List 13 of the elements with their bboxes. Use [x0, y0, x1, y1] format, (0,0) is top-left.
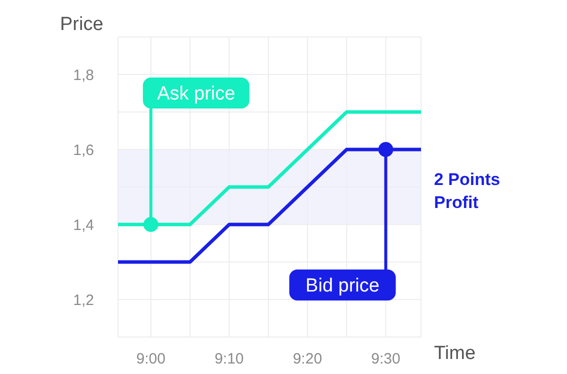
- y-tick-label: 1,8: [73, 66, 94, 84]
- x-tick-label: 9:30: [371, 350, 400, 368]
- y-axis-title: Price: [60, 14, 104, 36]
- x-tick-label: 9:20: [292, 350, 322, 368]
- annotation: Ask price: [157, 84, 236, 104]
- y-tick-label: 1,4: [73, 216, 94, 234]
- y-tick-label: 1,6: [73, 142, 94, 159]
- x-tick-label: 9:00: [136, 350, 166, 368]
- annotation: Bid price: [306, 276, 380, 296]
- band-label: 2 Points Profit: [434, 169, 502, 214]
- y-tick-label: 1,2: [73, 292, 94, 309]
- x-tick-label: 9:10: [214, 350, 244, 368]
- x-axis-title: Time: [434, 343, 476, 365]
